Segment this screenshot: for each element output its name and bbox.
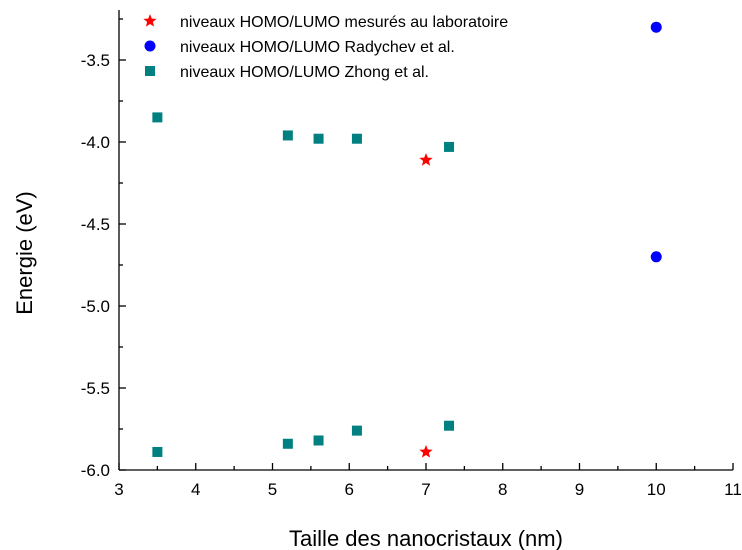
data-point-circle: [650, 21, 662, 33]
y-tick-label: -4.0: [81, 133, 110, 152]
legend-marker-star: [143, 14, 157, 27]
y-tick-label: -4.5: [81, 215, 110, 234]
x-tick-label: 10: [647, 480, 666, 499]
data-point-square: [351, 425, 362, 436]
data-point-square: [313, 435, 324, 446]
data-point-square: [152, 112, 163, 123]
legend-marker-square: [145, 66, 155, 76]
x-tick-label: 6: [345, 480, 354, 499]
legend-label: niveaux HOMO/LUMO Radychev et al.: [180, 39, 455, 56]
data-point-star: [419, 153, 433, 166]
data-point-star: [419, 444, 433, 458]
legend-label: niveaux HOMO/LUMO mesurés au laboratoire: [180, 14, 508, 31]
x-tick-label: 8: [498, 480, 507, 499]
y-tick-label: -5.0: [81, 297, 110, 316]
data-point-square: [282, 438, 293, 449]
x-axis-title: Taille des nanocristaux (nm): [289, 526, 563, 550]
legend: niveaux HOMO/LUMO mesurés au laboratoire…: [143, 14, 508, 81]
data-point-square: [282, 130, 293, 141]
data-point-circle: [650, 251, 662, 263]
y-tick-label: -3.5: [81, 51, 110, 70]
data-point-square: [444, 420, 455, 431]
y-tick-label: -5.5: [81, 379, 110, 398]
legend-label: niveaux HOMO/LUMO Zhong et al.: [180, 64, 429, 81]
x-tick-label: 4: [191, 480, 200, 499]
y-tick-label: -6.0: [81, 461, 110, 480]
y-axis-title: Energie (eV): [12, 191, 37, 315]
data-point-square: [444, 141, 455, 152]
data-point-square: [351, 133, 362, 144]
x-tick-label: 3: [114, 480, 123, 499]
data-point-square: [313, 133, 324, 144]
data-points: [152, 21, 662, 458]
x-tick-label: 9: [575, 480, 584, 499]
x-tick-label: 5: [268, 480, 277, 499]
axes: 3 4 5 6 7 8 9 10 11 -6.0 -5.5 -5.0 -4.5 -4.0 -3.5: [81, 10, 742, 499]
x-tick-label: 11: [724, 480, 742, 499]
legend-marker-circle: [144, 40, 156, 52]
data-point-square: [152, 446, 163, 457]
x-tick-label: 7: [421, 480, 430, 499]
